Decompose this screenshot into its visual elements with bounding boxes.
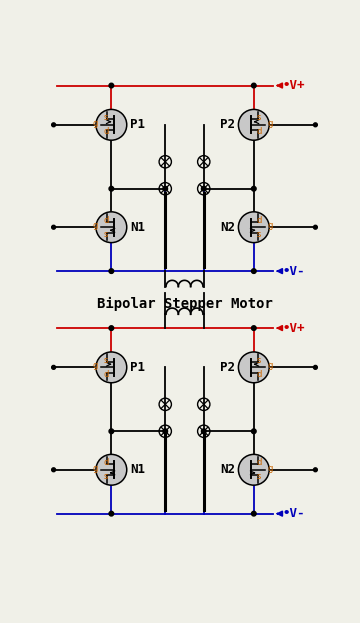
Text: d: d: [103, 127, 109, 136]
Text: d: d: [257, 370, 262, 379]
Text: g: g: [267, 464, 273, 473]
Circle shape: [109, 269, 114, 273]
Text: d: d: [257, 459, 262, 467]
Text: d: d: [103, 216, 109, 225]
Text: Bipolar Stepper Motor: Bipolar Stepper Motor: [96, 297, 273, 310]
Circle shape: [52, 123, 55, 126]
Text: P2: P2: [220, 118, 235, 131]
Text: N1: N1: [130, 464, 145, 476]
Circle shape: [252, 326, 256, 330]
Text: d: d: [103, 459, 109, 467]
Circle shape: [109, 429, 114, 434]
Circle shape: [202, 186, 206, 191]
Text: s: s: [257, 356, 261, 365]
Circle shape: [96, 212, 127, 242]
Text: •V+: •V+: [282, 79, 305, 92]
Text: P1: P1: [130, 361, 145, 374]
Circle shape: [238, 212, 269, 242]
Text: d: d: [103, 370, 109, 379]
Circle shape: [52, 468, 55, 472]
Text: s: s: [257, 472, 261, 482]
Text: P2: P2: [220, 361, 235, 374]
Text: N1: N1: [130, 221, 145, 234]
Circle shape: [252, 186, 256, 191]
Circle shape: [163, 186, 167, 191]
Text: s: s: [257, 230, 261, 239]
Circle shape: [163, 429, 167, 434]
Circle shape: [314, 468, 317, 472]
Text: •V-: •V-: [282, 265, 305, 278]
Circle shape: [52, 366, 55, 369]
Text: g: g: [92, 361, 98, 370]
Circle shape: [96, 110, 127, 140]
Circle shape: [252, 511, 256, 516]
Text: N2: N2: [220, 464, 235, 476]
Text: P1: P1: [130, 118, 145, 131]
Text: g: g: [92, 464, 98, 473]
Text: s: s: [104, 230, 108, 239]
Circle shape: [252, 269, 256, 273]
Circle shape: [96, 454, 127, 485]
Text: s: s: [104, 472, 108, 482]
Text: •V-: •V-: [282, 507, 305, 520]
Circle shape: [109, 83, 114, 88]
Text: d: d: [257, 216, 262, 225]
Circle shape: [252, 429, 256, 434]
Circle shape: [238, 454, 269, 485]
Circle shape: [109, 186, 114, 191]
Circle shape: [314, 226, 317, 229]
Text: g: g: [92, 221, 98, 230]
Text: g: g: [267, 361, 273, 370]
Circle shape: [202, 429, 206, 434]
Circle shape: [109, 511, 114, 516]
Circle shape: [314, 366, 317, 369]
Text: s: s: [104, 356, 108, 365]
Text: s: s: [104, 113, 108, 122]
Text: d: d: [257, 127, 262, 136]
Circle shape: [96, 352, 127, 383]
Text: N2: N2: [220, 221, 235, 234]
Text: s: s: [257, 113, 261, 122]
Circle shape: [52, 226, 55, 229]
Circle shape: [238, 110, 269, 140]
Circle shape: [109, 326, 114, 330]
Text: g: g: [267, 221, 273, 230]
Circle shape: [314, 123, 317, 126]
Text: •V+: •V+: [282, 321, 305, 335]
Circle shape: [252, 83, 256, 88]
Text: g: g: [267, 119, 273, 128]
Text: g: g: [92, 119, 98, 128]
Circle shape: [238, 352, 269, 383]
